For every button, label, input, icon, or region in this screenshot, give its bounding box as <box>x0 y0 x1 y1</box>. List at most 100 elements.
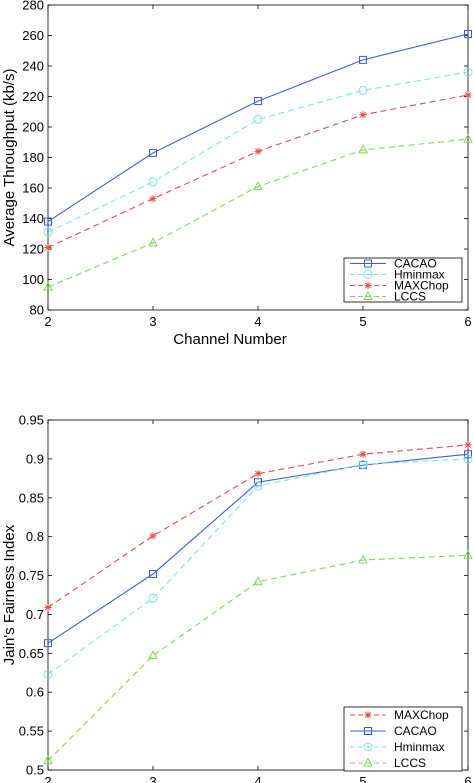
series-line <box>47 138 469 288</box>
y-tick-label: 0.65 <box>19 646 44 661</box>
y-tick-label: 100 <box>22 272 44 287</box>
x-tick-label: 6 <box>464 314 471 329</box>
series-hminmax <box>43 454 473 679</box>
x-tick-label: 2 <box>44 314 51 329</box>
data-point <box>358 85 368 95</box>
y-tick-label: 0.6 <box>26 685 44 700</box>
data-point <box>358 144 368 154</box>
data-point <box>44 243 52 251</box>
data-point <box>148 177 158 187</box>
y-tick-label: 80 <box>30 303 44 318</box>
data-point <box>254 147 262 155</box>
legend-label: MAXChop <box>394 708 449 722</box>
data-point <box>43 281 53 291</box>
y-tick-label: 240 <box>22 59 44 74</box>
legend-marker <box>363 757 373 767</box>
x-axis-label: Channel Number <box>173 331 286 348</box>
data-point <box>43 227 53 237</box>
x-tick-label: 6 <box>464 774 471 783</box>
y-tick-label: 0.5 <box>26 763 44 778</box>
series-lccs <box>43 549 473 765</box>
series-line <box>47 71 469 233</box>
x-tick-label: 2 <box>44 774 51 783</box>
data-point <box>148 237 158 247</box>
legend-item: Hminmax <box>350 740 445 754</box>
y-tick-label: 220 <box>22 89 44 104</box>
series-cacao <box>44 29 472 226</box>
chart-2: 2 3 4 5 6 0.5 0.55 0.6 0.65 0.7 0.75 0.8 0.85 0.9 0.95… <box>1 413 473 783</box>
series-line <box>47 444 469 608</box>
chart-1: 2 3 4 5 6 80 100 120 140 160 180 200 220 240 260 280 Cha… <box>1 0 473 348</box>
legend-label: MAXChop <box>394 279 449 293</box>
data-point <box>358 554 368 564</box>
y-tick-label: 0.95 <box>19 413 44 428</box>
data-point <box>359 111 367 119</box>
x-tick-label: 5 <box>359 774 366 783</box>
y-tick-label: 280 <box>22 0 44 13</box>
legend: MAXChop CACAO Hminmax LCCS <box>343 706 463 772</box>
data-point <box>464 450 472 459</box>
data-point <box>464 29 472 38</box>
legend-marker <box>364 282 372 289</box>
y-tick-label: 120 <box>22 242 44 257</box>
series-line <box>47 33 469 223</box>
data-point <box>253 114 263 124</box>
legend-label: LCCS <box>394 290 426 304</box>
y-tick-label: 160 <box>22 181 44 196</box>
data-point <box>358 459 368 469</box>
legend-item: Hminmax <box>350 268 445 282</box>
data-point <box>44 217 52 226</box>
data-point <box>359 55 367 64</box>
y-tick-label: 180 <box>22 150 44 165</box>
data-point <box>149 570 157 578</box>
legend-item: MAXChop <box>350 279 449 293</box>
series-hminmax <box>43 67 473 237</box>
legend-label: Hminmax <box>394 740 445 754</box>
data-point <box>463 133 473 143</box>
y-axis-label: Average Throughput (kb/s) <box>1 69 18 247</box>
legend-item: MAXChop <box>350 708 449 722</box>
legend-marker <box>364 259 372 268</box>
data-point <box>44 603 52 611</box>
y-tick-label: 0.85 <box>19 490 44 505</box>
y-tick-label: 0.7 <box>26 607 44 622</box>
data-point <box>464 91 472 99</box>
data-point <box>149 195 157 203</box>
data-point <box>44 639 52 648</box>
data-point <box>463 67 473 77</box>
y-tick-label: 200 <box>22 120 44 135</box>
legend-marker <box>363 742 373 752</box>
y-tick-label: 0.9 <box>26 451 44 466</box>
legend-item: LCCS <box>350 756 426 770</box>
legend-label: Hminmax <box>394 268 445 282</box>
legend-marker <box>363 290 373 300</box>
legend-box <box>343 706 463 772</box>
data-point <box>253 576 263 586</box>
data-point <box>149 148 157 157</box>
y-tick-label: 140 <box>22 211 44 226</box>
series-maxchop <box>44 441 472 611</box>
y-tick-label: 0.8 <box>26 529 44 544</box>
legend-item: LCCS <box>350 290 426 304</box>
data-point <box>463 549 473 559</box>
data-point <box>463 454 473 464</box>
data-point <box>253 481 263 491</box>
legend-item: CACAO <box>350 724 437 738</box>
x-tick-label: 3 <box>149 774 156 783</box>
legend-marker <box>363 270 373 279</box>
x-tick-label: 5 <box>359 314 366 329</box>
series-maxchop <box>44 91 472 251</box>
series-lccs <box>43 133 473 291</box>
legend-label: CACAO <box>394 724 437 738</box>
legend-box <box>343 257 463 303</box>
data-point <box>43 669 53 679</box>
y-tick-label: 0.55 <box>19 724 44 739</box>
data-point <box>148 593 158 603</box>
y-tick-label: 260 <box>22 28 44 43</box>
x-tick-label: 4 <box>254 314 261 329</box>
data-point <box>464 441 472 449</box>
data-point <box>149 532 157 540</box>
x-tick-label: 4 <box>254 774 261 783</box>
